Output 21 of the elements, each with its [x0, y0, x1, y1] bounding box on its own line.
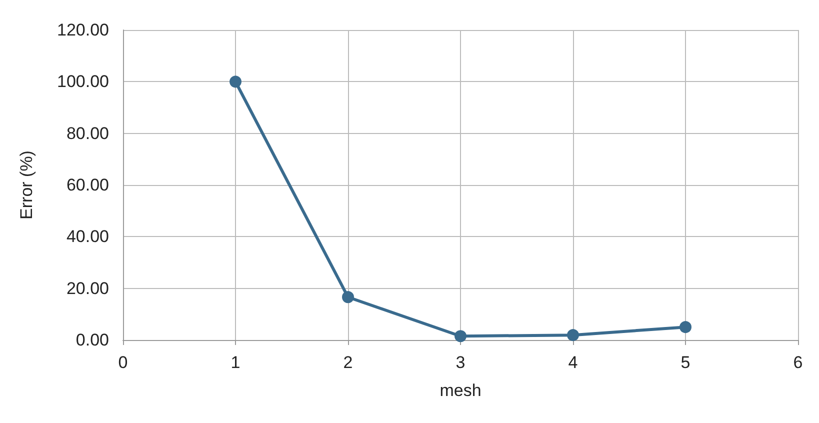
point [454, 330, 466, 342]
x-tick-label: 2 [343, 353, 353, 372]
y-tick-label: 0.00 [76, 330, 109, 350]
y-tick-label: 60.00 [66, 176, 109, 194]
x-tick-label: 5 [680, 353, 690, 372]
y-tick-label: 80.00 [66, 124, 109, 143]
x-tick-label: 6 [793, 353, 803, 372]
y-tick-label: 40.00 [66, 227, 109, 246]
x-tick-label: 1 [230, 353, 240, 372]
y-tick-label: 100.00 [57, 72, 109, 92]
y-tick-label: 20.00 [66, 278, 109, 298]
point [680, 321, 692, 334]
x-tick-label: 4 [568, 353, 578, 372]
point [342, 291, 354, 304]
y-axis-title: Error (%) [17, 150, 36, 220]
point [567, 329, 579, 342]
y-tick-label: 120.00 [57, 20, 109, 40]
x-tick-label: 3 [456, 353, 466, 372]
point [230, 76, 242, 88]
x-tick-label: 0 [118, 353, 128, 372]
x-axis-title: mesh [440, 381, 482, 400]
